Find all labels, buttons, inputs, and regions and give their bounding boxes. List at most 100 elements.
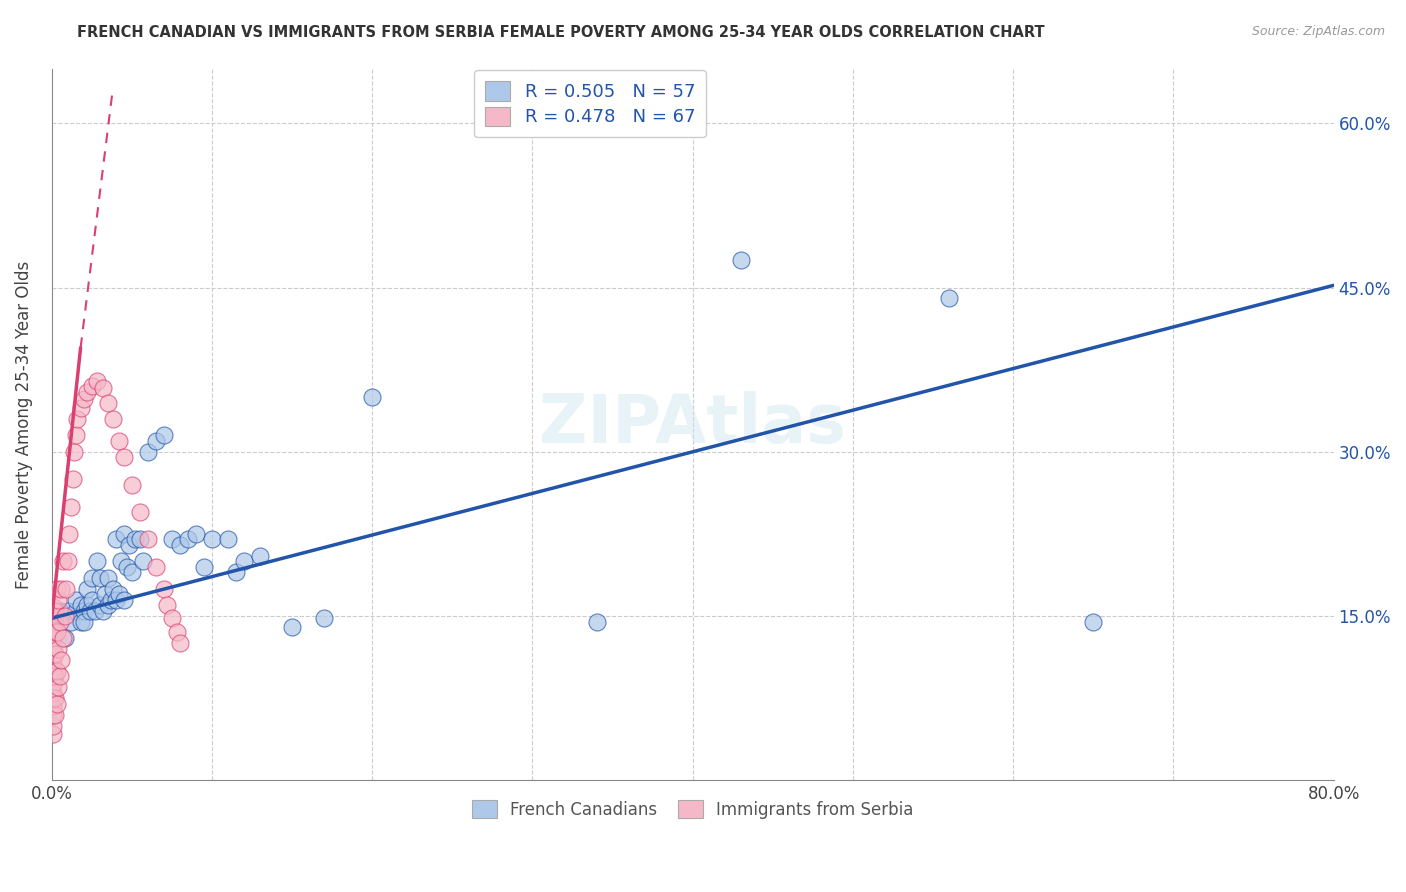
Point xyxy=(59,615,82,629)
Text: FRENCH CANADIAN VS IMMIGRANTS FROM SERBIA FEMALE POVERTY AMONG 25-34 YEAR OLDS C: FRENCH CANADIAN VS IMMIGRANTS FROM SERBI… xyxy=(77,25,1045,40)
Point xyxy=(108,434,131,448)
Point xyxy=(91,381,114,395)
Point xyxy=(132,554,155,568)
Point xyxy=(44,648,66,662)
Point xyxy=(145,559,167,574)
Point xyxy=(45,697,67,711)
Point xyxy=(166,625,188,640)
Point xyxy=(217,533,239,547)
Point xyxy=(42,640,65,654)
Point xyxy=(104,533,127,547)
Point xyxy=(249,549,271,563)
Point xyxy=(59,500,82,514)
Point xyxy=(44,669,66,683)
Point xyxy=(69,598,91,612)
Point xyxy=(97,571,120,585)
Point xyxy=(69,401,91,415)
Point xyxy=(42,718,65,732)
Point xyxy=(49,669,72,683)
Point xyxy=(86,554,108,568)
Point xyxy=(42,698,65,713)
Point xyxy=(63,444,86,458)
Text: ZIPAtlas: ZIPAtlas xyxy=(540,392,846,458)
Point xyxy=(42,611,65,625)
Point xyxy=(177,533,200,547)
Point xyxy=(128,505,150,519)
Point xyxy=(46,592,69,607)
Point xyxy=(42,686,65,700)
Point xyxy=(124,533,146,547)
Point xyxy=(112,450,135,465)
Point xyxy=(42,707,65,722)
Point xyxy=(118,538,141,552)
Point xyxy=(45,625,67,640)
Point xyxy=(42,691,65,706)
Point xyxy=(314,611,336,625)
Point xyxy=(91,603,114,617)
Point xyxy=(42,607,65,621)
Point xyxy=(153,582,176,596)
Point xyxy=(93,587,115,601)
Point xyxy=(79,603,101,617)
Point xyxy=(169,538,191,552)
Point xyxy=(110,554,132,568)
Point xyxy=(193,559,215,574)
Point xyxy=(104,592,127,607)
Point xyxy=(52,631,75,645)
Point xyxy=(585,615,607,629)
Point xyxy=(80,592,103,607)
Point xyxy=(730,253,752,268)
Point xyxy=(136,533,159,547)
Point xyxy=(62,472,84,486)
Point xyxy=(42,600,65,615)
Point xyxy=(225,566,247,580)
Point xyxy=(44,691,66,706)
Point xyxy=(44,707,66,722)
Point xyxy=(46,680,69,694)
Point xyxy=(101,582,124,596)
Point xyxy=(145,434,167,448)
Point xyxy=(80,571,103,585)
Point xyxy=(42,615,65,629)
Point xyxy=(108,587,131,601)
Point xyxy=(44,625,66,640)
Point xyxy=(49,615,72,629)
Point xyxy=(49,603,72,617)
Point xyxy=(115,559,138,574)
Point xyxy=(233,554,256,568)
Point xyxy=(938,292,960,306)
Text: Source: ZipAtlas.com: Source: ZipAtlas.com xyxy=(1251,25,1385,38)
Y-axis label: Female Poverty Among 25-34 Year Olds: Female Poverty Among 25-34 Year Olds xyxy=(15,260,32,589)
Point xyxy=(128,533,150,547)
Point xyxy=(56,554,79,568)
Point xyxy=(45,582,67,596)
Point xyxy=(73,603,96,617)
Point xyxy=(65,603,87,617)
Point xyxy=(361,390,384,404)
Point xyxy=(136,444,159,458)
Point xyxy=(153,428,176,442)
Point xyxy=(53,631,76,645)
Point xyxy=(201,533,224,547)
Point xyxy=(66,412,89,426)
Point xyxy=(121,566,143,580)
Point xyxy=(97,598,120,612)
Point xyxy=(112,527,135,541)
Point xyxy=(89,598,111,612)
Point xyxy=(42,664,65,678)
Point xyxy=(65,428,87,442)
Point xyxy=(42,669,65,683)
Point xyxy=(156,598,179,612)
Point xyxy=(184,527,207,541)
Point xyxy=(42,727,65,741)
Point xyxy=(52,554,75,568)
Point xyxy=(55,582,77,596)
Point xyxy=(112,592,135,607)
Point xyxy=(42,622,65,636)
Point xyxy=(58,527,80,541)
Point xyxy=(169,636,191,650)
Point xyxy=(281,620,304,634)
Point xyxy=(86,374,108,388)
Point xyxy=(56,603,79,617)
Point xyxy=(53,609,76,624)
